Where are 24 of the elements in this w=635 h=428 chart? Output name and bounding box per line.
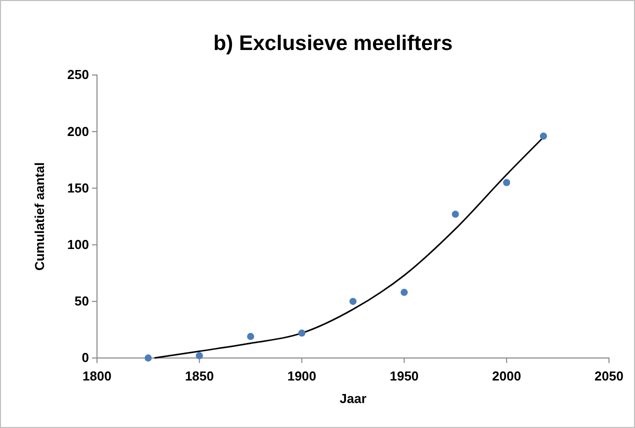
y-tick-label: 100 xyxy=(67,236,89,252)
point xyxy=(400,288,408,296)
chart-title: b) Exclusieve meelifters xyxy=(213,32,453,55)
point xyxy=(503,178,510,186)
point xyxy=(196,352,203,360)
x-tick-label: 2000 xyxy=(492,368,522,384)
point xyxy=(144,354,152,362)
x-tick-label: 1950 xyxy=(390,368,419,384)
x-axis-title: Jaar xyxy=(340,391,366,406)
x-tick-label: 2050 xyxy=(594,368,624,384)
x-tick-label: 1800 xyxy=(82,368,112,384)
point xyxy=(540,132,548,140)
y-tick-label: 150 xyxy=(67,180,89,196)
y-tick-label: 0 xyxy=(82,350,89,366)
point xyxy=(349,298,357,305)
y-tick-label: 50 xyxy=(74,294,89,309)
y-tick-label: 250 xyxy=(67,67,89,82)
point xyxy=(452,210,459,218)
x-tick-label: 1850 xyxy=(184,368,214,384)
y-axis-title: Cumulatief aantal xyxy=(32,162,47,271)
point xyxy=(247,332,254,340)
point xyxy=(298,330,306,337)
x-tick-label: 1900 xyxy=(287,368,316,384)
y-tick-label: 200 xyxy=(67,124,89,139)
